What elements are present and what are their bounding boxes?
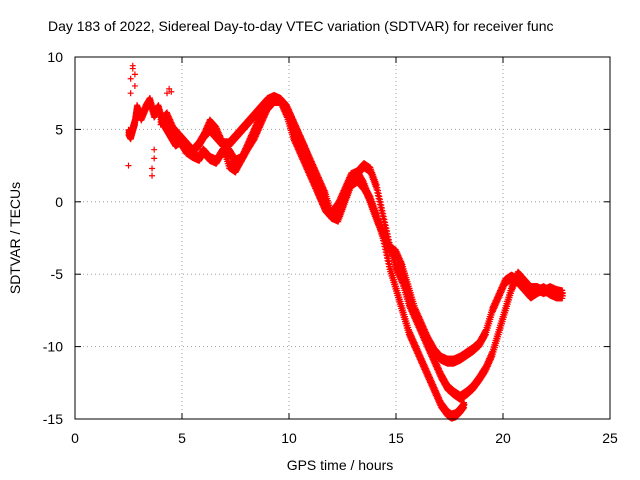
data-point xyxy=(384,252,391,259)
data-points xyxy=(125,62,566,422)
chart-title: Day 183 of 2022, Sidereal Day-to-day VTE… xyxy=(48,18,554,34)
data-point xyxy=(385,258,392,265)
